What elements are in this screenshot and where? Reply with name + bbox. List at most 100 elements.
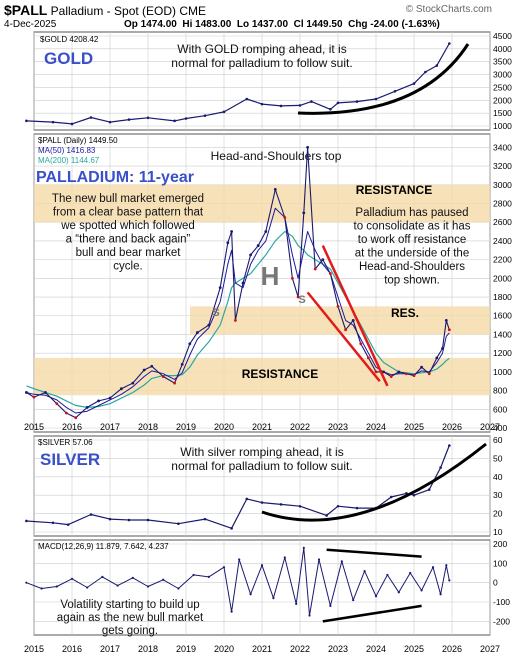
gold-data-point: [127, 118, 131, 121]
silver-data-point: [230, 527, 233, 530]
palladium-y-tick-label: 3000: [493, 180, 512, 190]
palladium-y-tick-label: 2200: [493, 255, 512, 265]
palladium-annotation-left: The new bull market emerged: [52, 193, 204, 205]
ma200-legend: MA(200) 1144.67: [38, 156, 100, 165]
silver-data-point: [203, 517, 207, 521]
macd-data-point: [249, 593, 252, 596]
silver-data-point: [439, 466, 442, 469]
x-tick-label-bottom: 2018: [138, 644, 158, 654]
silver-data-point: [127, 518, 131, 522]
x-tick-label-bottom: 2027: [480, 644, 500, 654]
palladium-data-point: [218, 286, 222, 290]
palladium-y-tick-label: 2000: [493, 273, 512, 283]
palladium-data-point: [359, 342, 363, 346]
silver-data-point: [177, 522, 180, 526]
palladium-data-point: [313, 267, 317, 271]
macd-data-point: [55, 585, 58, 588]
silver-data-point: [89, 513, 93, 516]
silver-y-tick-label: 30: [493, 490, 503, 500]
resistance-upper-label: RESISTANCE: [356, 183, 432, 197]
silver-data-point: [146, 518, 150, 522]
palladium-data-point: [161, 375, 165, 378]
gold-data-point: [25, 119, 28, 123]
macd-data-point: [230, 610, 233, 613]
macd-data-point: [222, 566, 226, 569]
palladium-data-point: [427, 372, 431, 376]
palladium-data-point: [444, 319, 448, 322]
silver-legend: $SILVER 57.06: [38, 438, 93, 447]
macd-data-point: [397, 591, 400, 594]
palladium-data-point: [351, 319, 355, 322]
macd-data-point: [283, 556, 286, 559]
palladium-data-point: [150, 364, 154, 368]
gold-data-point: [222, 110, 226, 114]
palladium-data-point: [74, 416, 78, 420]
x-tick-label-bottom: 2026: [442, 644, 462, 654]
silver-data-point: [298, 504, 302, 508]
palladium-data-point: [264, 230, 268, 233]
gold-data-point: [355, 100, 359, 103]
gold-data-point: [279, 104, 283, 108]
silver-data-point: [279, 503, 283, 506]
x-tick-label-bottom: 2021: [252, 644, 272, 654]
macd-data-point: [70, 577, 74, 580]
palladium-y-tick-label: 2800: [493, 198, 512, 208]
palladium-data-point: [196, 331, 199, 334]
gold-data-point: [336, 101, 340, 105]
chart-title: $PALL Palladium - Spot (EOD) CME: [4, 2, 206, 18]
x-tick-label-palladium: 2020: [214, 422, 234, 432]
macd-data-point: [445, 564, 448, 567]
macd-data-point: [25, 581, 28, 584]
x-tick-label-palladium: 2018: [138, 422, 158, 432]
macd-data-point: [40, 587, 43, 590]
palladium-data-point: [405, 372, 408, 376]
palladium-y-tick-label: 400: [493, 423, 507, 433]
gold-y-tick-label: 1000: [493, 121, 512, 131]
palladium-data-point: [25, 391, 28, 394]
palladium-data-point: [367, 356, 370, 360]
silver-y-tick-label: 60: [493, 435, 503, 445]
date-label: 4-Dec-2025: [4, 19, 57, 30]
gold-data-point: [89, 116, 93, 119]
gold-data-point: [424, 70, 427, 74]
hs-right-shoulder-label: S: [298, 294, 305, 306]
palladium-data-point: [329, 272, 332, 276]
palladium-data-point: [173, 381, 177, 385]
palladium-data-point: [447, 328, 451, 332]
palladium-data-point: [321, 258, 325, 262]
macd-annotation: Volatility starting to build up: [60, 599, 199, 611]
resistance-band: [34, 184, 490, 223]
silver-data-point: [325, 514, 328, 517]
macd-data-point: [308, 614, 311, 617]
macd-data-point: [146, 585, 150, 588]
x-tick-label-palladium: 2019: [176, 422, 196, 432]
x-tick-label-bottom: 2015: [24, 644, 44, 654]
palladium-data-point: [389, 375, 393, 378]
gold-data-point: [412, 82, 416, 85]
x-tick-label-bottom: 2024: [366, 644, 386, 654]
macd-data-point: [352, 598, 355, 602]
silver-data-point: [427, 488, 431, 491]
gold-data-point: [70, 122, 74, 126]
close-value: Cl 1449.50: [293, 19, 343, 30]
x-tick-label-bottom: 2022: [290, 644, 310, 654]
silver-data-point: [51, 521, 55, 525]
x-tick-label-palladium: 2016: [62, 422, 82, 432]
gold-y-tick-label: 3500: [493, 57, 512, 67]
palladium-data-point: [188, 342, 192, 346]
palladium-data-point: [55, 402, 59, 406]
palladium-y-tick-label: 3400: [493, 142, 512, 152]
palladium-legend: $PALL (Daily) 1449.50: [38, 136, 118, 145]
palladium-data-point: [241, 281, 245, 285]
macd-data-point: [329, 604, 332, 607]
palladium-data-point: [296, 295, 300, 299]
macd-annotation: again as the new bull market: [57, 612, 204, 624]
palladium-data-point: [120, 387, 123, 391]
palladium-data-point: [374, 370, 378, 374]
gold-data-point: [108, 120, 112, 124]
source-credit: © StockCharts.com: [405, 4, 492, 15]
palladium-data-point: [306, 145, 309, 149]
ma200-line: [26, 230, 450, 408]
gold-y-tick-label: 2500: [493, 82, 512, 92]
